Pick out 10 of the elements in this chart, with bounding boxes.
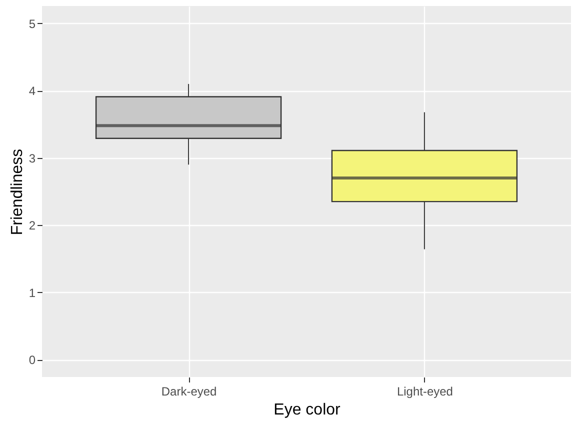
x-tick-label: Light-eyed [396,384,453,398]
x-axis-title: Eye color [274,402,342,418]
y-tick-label: 2 [28,218,36,233]
y-tick-label: 4 [28,84,36,98]
y-axis-title: Friendliness [8,148,26,236]
y-tick-label: 0 [28,353,36,368]
y-tick-label: 3 [28,151,36,166]
x-tick-label: Dark-eyed [161,384,217,398]
y-tick-label: 5 [28,16,36,31]
y-tick-label: 1 [28,286,36,300]
